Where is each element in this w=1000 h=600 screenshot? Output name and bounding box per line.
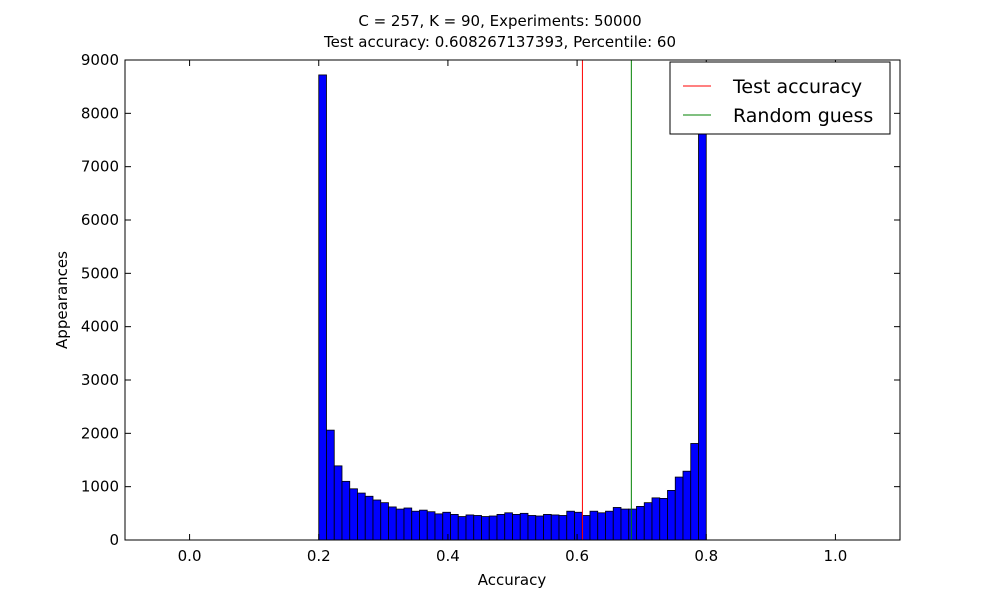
histogram-bar: [519, 512, 529, 541]
plot-frame: [124, 59, 901, 541]
histogram-bar: [620, 508, 630, 541]
histogram-bar: [512, 514, 521, 541]
histogram-bar: [364, 495, 374, 541]
histogram-bar: [395, 508, 405, 541]
histogram-bar: [651, 497, 661, 541]
histogram-bar: [341, 480, 351, 541]
y-tick-label: 6000: [81, 211, 119, 229]
histogram-bar: [636, 505, 645, 541]
x-axis-ticks: 0.0 0.2 0.4 0.6 0.8 1.0: [178, 60, 847, 565]
histogram-bar: [450, 514, 459, 541]
histogram-bar: [434, 513, 444, 541]
legend-label-test-accuracy: Test accuracy: [732, 76, 862, 98]
histogram-bar: [659, 497, 668, 541]
histogram-bar: [388, 506, 397, 541]
x-axis-label: Accuracy: [478, 571, 547, 589]
histogram-bar: [326, 429, 335, 541]
histogram-bar: [380, 502, 389, 541]
histogram-bar: [488, 515, 498, 541]
histogram-bar: [496, 514, 506, 541]
chart-title-line-2: Test accuracy: 0.608267137393, Percentil…: [323, 33, 676, 51]
histogram-bar: [442, 511, 451, 541]
reference-lines: [581, 60, 632, 540]
chart-title-line-1: C = 257, K = 90, Experiments: 50000: [358, 12, 641, 30]
x-tick-label: 0.0: [178, 547, 202, 565]
y-tick-label: 7000: [81, 158, 119, 176]
histogram-bar: [357, 492, 366, 541]
y-tick-label: 5000: [81, 264, 119, 282]
y-tick-label: 9000: [81, 51, 119, 69]
y-tick-label: 0: [109, 531, 119, 549]
histogram-bar: [481, 516, 490, 541]
y-axis-ticks: 0 1000 2000 3000 4000 5000 6000 7000 8000 9000: [81, 51, 900, 549]
histogram-bar: [372, 499, 382, 541]
x-tick-label: 0.4: [436, 547, 460, 565]
histogram-bar: [333, 465, 343, 541]
histogram-bars: [318, 74, 707, 541]
histogram-bar: [426, 511, 436, 541]
histogram-bar: [566, 510, 575, 541]
histogram-bar: [535, 515, 544, 541]
histogram-bar: [612, 507, 622, 541]
histogram-bar: [543, 514, 552, 541]
histogram-bar: [411, 510, 420, 541]
histogram-bar: [318, 74, 327, 541]
histogram-bar: [550, 514, 560, 541]
y-tick-label: 8000: [81, 104, 119, 122]
x-tick-label: 0.8: [694, 547, 718, 565]
x-tick-label: 0.6: [565, 547, 589, 565]
y-axis-label: Appearances: [53, 251, 71, 349]
histogram-bar: [643, 502, 653, 541]
histogram-bar: [690, 443, 699, 541]
histogram-bar: [457, 516, 467, 541]
histogram-bar: [682, 470, 692, 541]
y-tick-label: 1000: [81, 478, 119, 496]
histogram-bar: [667, 489, 676, 541]
x-tick-label: 0.2: [307, 547, 331, 565]
histogram-bar: [674, 476, 684, 541]
x-tick-label: 1.0: [823, 547, 847, 565]
histogram-bar: [473, 515, 482, 541]
histogram-bar: [504, 512, 513, 541]
histogram-bar: [628, 508, 637, 541]
histogram-bar: [581, 515, 591, 541]
histogram-bar: [698, 127, 707, 541]
histogram-bar: [403, 507, 413, 541]
histogram-bar: [597, 512, 606, 541]
histogram-bar: [589, 510, 599, 541]
histogram-bar: [419, 509, 428, 541]
y-tick-label: 4000: [81, 318, 119, 336]
legend: Test accuracy Random guess: [669, 61, 891, 135]
y-tick-label: 2000: [81, 424, 119, 442]
histogram-bar: [527, 515, 537, 541]
legend-box: [669, 61, 891, 135]
y-tick-label: 3000: [81, 371, 119, 389]
histogram-bar: [465, 514, 475, 541]
histogram-bar: [574, 511, 583, 541]
legend-label-random-guess: Random guess: [733, 105, 873, 127]
histogram-bar: [558, 515, 568, 541]
histogram-bar: [349, 488, 358, 541]
histogram-bar: [605, 510, 614, 541]
